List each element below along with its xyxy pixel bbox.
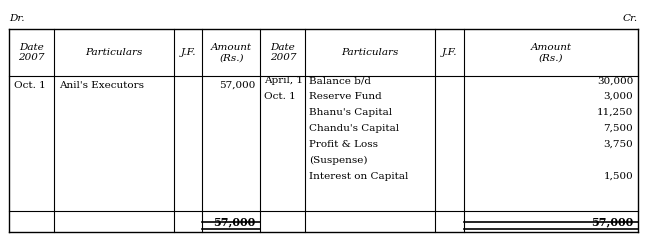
- Text: Amount
(Rs.): Amount (Rs.): [531, 43, 571, 62]
- Text: 3,000: 3,000: [604, 92, 633, 101]
- Text: April, 1: April, 1: [264, 76, 303, 85]
- Text: 7,500: 7,500: [604, 124, 633, 133]
- Text: Balance b/d: Balance b/d: [309, 76, 371, 85]
- Text: 57,000: 57,000: [591, 216, 633, 227]
- Text: Cr.: Cr.: [623, 14, 638, 23]
- Text: Oct. 1: Oct. 1: [264, 92, 296, 101]
- Text: 57,000: 57,000: [214, 216, 256, 227]
- Text: Profit & Loss: Profit & Loss: [309, 140, 378, 149]
- Text: J.F.: J.F.: [442, 48, 457, 57]
- Text: Reserve Fund: Reserve Fund: [309, 92, 382, 101]
- Text: 57,000: 57,000: [219, 81, 255, 90]
- Text: J.F.: J.F.: [181, 48, 196, 57]
- Text: 11,250: 11,250: [597, 108, 633, 117]
- Text: Date
2007: Date 2007: [270, 43, 296, 62]
- Text: 3,750: 3,750: [604, 140, 633, 149]
- Text: (Suspense): (Suspense): [309, 156, 368, 165]
- Text: 30,000: 30,000: [597, 76, 633, 85]
- Text: Date
2007: Date 2007: [18, 43, 45, 62]
- Text: 1,500: 1,500: [604, 172, 633, 181]
- Text: Oct. 1: Oct. 1: [14, 81, 46, 90]
- Text: Amount
(Rs.): Amount (Rs.): [211, 43, 252, 62]
- Text: Anil's Executors: Anil's Executors: [60, 81, 144, 90]
- Text: Dr.: Dr.: [9, 14, 25, 23]
- Text: Particulars: Particulars: [342, 48, 399, 57]
- Text: Chandu's Capital: Chandu's Capital: [309, 124, 399, 133]
- Text: Interest on Capital: Interest on Capital: [309, 172, 409, 181]
- Text: Particulars: Particulars: [85, 48, 143, 57]
- Text: Bhanu's Capital: Bhanu's Capital: [309, 108, 393, 117]
